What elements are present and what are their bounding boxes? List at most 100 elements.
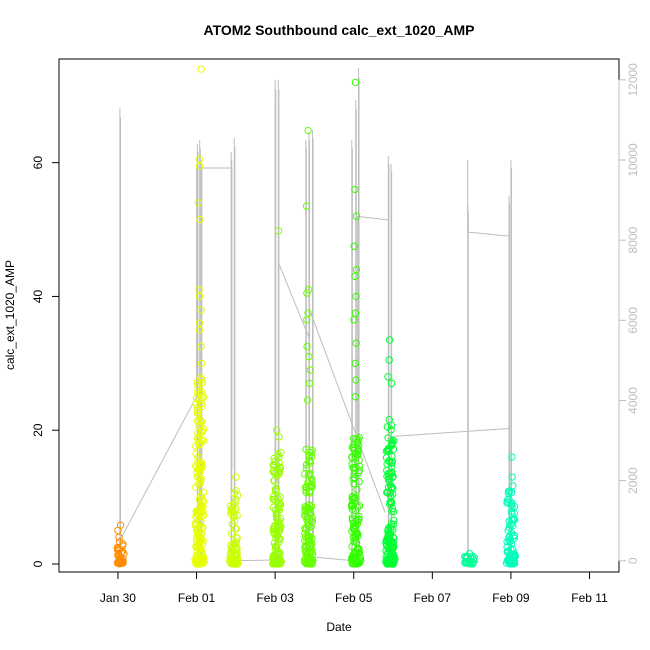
data-point <box>304 479 312 487</box>
data-point <box>192 543 201 551</box>
data-point <box>349 475 357 483</box>
data-point <box>382 537 390 545</box>
data-point-outlier <box>194 199 202 207</box>
data-point <box>507 488 516 496</box>
data-point-outlier <box>387 379 396 388</box>
data-point <box>233 545 241 553</box>
data-point-outlier <box>273 426 281 434</box>
data-point <box>193 510 202 518</box>
data-point <box>386 523 395 532</box>
data-point <box>232 486 240 495</box>
data-point <box>390 516 398 525</box>
data-point <box>195 441 203 449</box>
data-point <box>193 409 202 417</box>
data-point-outlier <box>350 316 358 324</box>
data-point <box>275 535 283 543</box>
data-point <box>197 417 205 425</box>
data-point <box>301 543 309 552</box>
y-axis-label: calc_ext_1020_AMP <box>3 260 17 370</box>
data-point <box>192 519 201 528</box>
secondary-line-segment <box>121 396 197 537</box>
data-point-outlier <box>305 352 313 361</box>
data-point <box>232 504 240 513</box>
data-point <box>350 474 359 482</box>
data-point <box>307 510 315 518</box>
data-point <box>382 558 390 566</box>
data-point <box>308 560 316 568</box>
data-point <box>232 560 240 568</box>
data-point-outlier <box>305 379 314 388</box>
data-point <box>464 559 472 567</box>
data-point <box>198 462 206 470</box>
data-point <box>460 552 469 561</box>
data-point-outlier <box>115 533 123 541</box>
data-point-outlier <box>197 342 205 351</box>
data-point <box>356 557 365 565</box>
data-point <box>305 532 313 541</box>
data-point <box>194 429 202 437</box>
data-point <box>192 400 200 408</box>
data-point-outlier <box>508 453 516 461</box>
data-point <box>198 540 207 549</box>
data-point <box>300 558 309 566</box>
data-point <box>384 434 392 442</box>
x-tick-label: Feb 07 <box>414 591 452 605</box>
data-point-outlier <box>304 126 312 135</box>
data-point <box>351 536 360 544</box>
data-point <box>195 527 203 535</box>
data-point <box>510 531 518 539</box>
data-point <box>276 493 284 501</box>
data-point-outlier <box>303 342 311 351</box>
data-point <box>505 536 513 544</box>
data-point <box>194 417 202 425</box>
data-point <box>194 381 202 390</box>
data-point <box>348 556 357 564</box>
data-point <box>354 545 362 553</box>
data-point-outlier <box>352 265 361 274</box>
data-point-outlier <box>274 227 283 235</box>
data-point <box>390 554 399 562</box>
data-point <box>308 475 316 483</box>
data-point <box>232 525 240 533</box>
data-point <box>305 470 314 479</box>
data-point-outlier <box>352 376 360 384</box>
data-point <box>269 467 277 476</box>
data-point <box>198 379 206 387</box>
data-point <box>233 511 241 520</box>
data-point <box>194 542 202 550</box>
x-tick-label: Feb 09 <box>492 591 530 605</box>
data-point <box>271 530 279 539</box>
data-point <box>305 501 314 509</box>
data-point <box>350 479 358 488</box>
data-point <box>227 529 236 538</box>
data-point-outlier <box>351 359 360 368</box>
secondary-line-segment <box>310 556 354 562</box>
data-point <box>197 388 206 396</box>
data-point-outlier <box>351 185 359 194</box>
data-point <box>115 552 123 561</box>
axes-layer: 0 20 40 60 0 2000 4000 6000 8000 10000 12000 Jan 30… <box>31 63 640 605</box>
data-point <box>387 484 395 492</box>
data-point-outlier <box>302 202 311 210</box>
data-point <box>351 521 360 530</box>
plot-frame <box>58 58 620 573</box>
data-point <box>355 515 363 524</box>
secondary-line-segment <box>278 264 310 337</box>
data-point <box>199 554 208 562</box>
data-point-outlier <box>232 473 240 481</box>
data-point-outlier <box>385 356 393 364</box>
data-point <box>388 440 396 448</box>
data-point <box>303 516 311 525</box>
data-point <box>389 544 397 553</box>
data-point <box>389 533 397 541</box>
data-point <box>469 558 477 567</box>
y-tick-label: 20 <box>31 423 45 437</box>
data-point <box>387 462 396 471</box>
data-point <box>386 488 395 497</box>
data-point <box>269 503 278 512</box>
data-point <box>503 499 511 507</box>
data-point-outlier <box>196 215 204 224</box>
data-point <box>270 496 278 504</box>
data-point <box>390 557 399 565</box>
data-point-outlier <box>303 396 312 404</box>
